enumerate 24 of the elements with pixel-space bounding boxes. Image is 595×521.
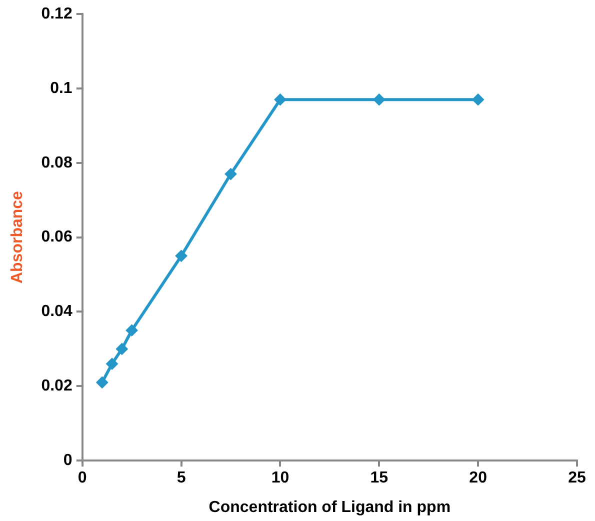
x-tick-label: 10 — [271, 470, 290, 487]
y-axis-title: Absorbance — [9, 190, 26, 284]
x-tick-label: 15 — [370, 470, 388, 487]
y-tick-label: 0.12 — [41, 5, 72, 22]
y-tick-label: 0 — [63, 452, 72, 470]
x-tick-label: 5 — [176, 470, 186, 487]
point — [96, 376, 108, 388]
point — [472, 94, 484, 106]
y-tick-label: 0.1 — [50, 80, 72, 97]
x-tick-label: 25 — [568, 470, 586, 487]
point — [373, 94, 386, 106]
point — [274, 94, 286, 106]
x-tick-label: 0 — [78, 470, 87, 487]
x-axis-title: Concentration of Ligand in ppm — [208, 498, 451, 516]
y-tick-label: 0.08 — [41, 154, 72, 172]
point — [116, 342, 128, 355]
y-tick-label: 0.04 — [41, 303, 72, 320]
point — [106, 358, 118, 370]
x-tick-label: 20 — [469, 470, 488, 487]
point — [126, 324, 138, 336]
point — [175, 250, 188, 262]
y-tick-label: 0.06 — [41, 228, 72, 246]
y-tick-label: 0.02 — [41, 378, 72, 395]
point — [224, 168, 237, 180]
